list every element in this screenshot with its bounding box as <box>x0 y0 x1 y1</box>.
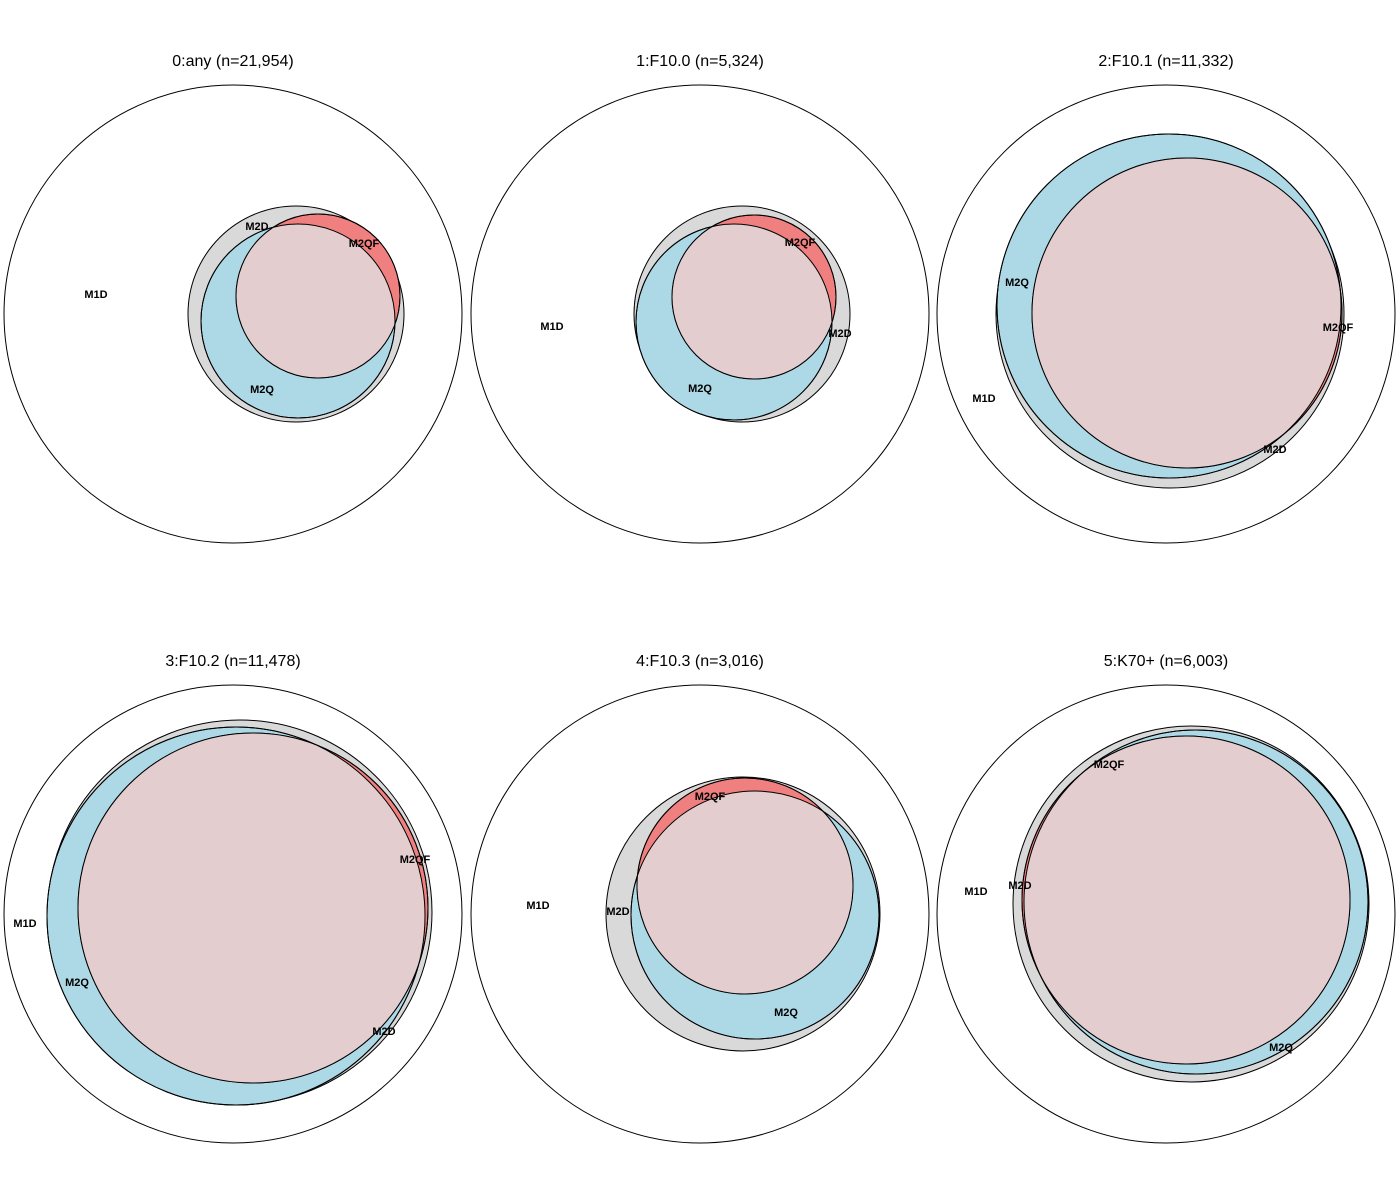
overlap-region <box>78 733 425 1083</box>
m2d-label: M2D <box>1263 444 1286 456</box>
m2q-label: M2Q <box>65 977 89 989</box>
m2d-label: M2D <box>372 1026 395 1038</box>
m1d-label: M1D <box>964 886 987 898</box>
m2q-label: M2Q <box>1005 277 1029 289</box>
panel-1: 1:F10.0 (n=5,324) M1D M2D M2Q M2QF <box>470 53 930 544</box>
overlap-region <box>637 791 853 994</box>
panel-title: 0:any (n=21,954) <box>172 53 293 70</box>
panel-3: 3:F10.2 (n=11,478) M1D M2D M2Q M2QF <box>3 653 463 1144</box>
m2d-label: M2D <box>1008 880 1031 892</box>
m1d-label: M1D <box>972 393 995 405</box>
m2qf-label: M2QF <box>1323 322 1354 334</box>
panel-title: 3:F10.2 (n=11,478) <box>165 653 300 670</box>
m1d-label: M1D <box>526 900 549 912</box>
m2d-label: M2D <box>606 906 629 918</box>
panel-0: 0:any (n=21,954) M1D M2D M2Q M2QF <box>3 53 463 544</box>
panel-4: 4:F10.3 (n=3,016) M1D M2D M2Q M2QF <box>470 653 930 1144</box>
m2qf-label: M2QF <box>349 238 380 250</box>
m2q-label: M2Q <box>1269 1042 1293 1054</box>
m2qf-label: M2QF <box>695 791 726 803</box>
m1d-label: M1D <box>540 321 563 333</box>
panel-5: 5:K70+ (n=6,003) M1D M2D M2Q M2QF <box>936 653 1396 1144</box>
panel-title: 2:F10.1 (n=11,332) <box>1098 53 1233 70</box>
m2qf-label: M2QF <box>400 854 431 866</box>
panel-title: 4:F10.3 (n=3,016) <box>636 653 764 670</box>
m2qf-label: M2QF <box>785 237 816 249</box>
panel-2: 2:F10.1 (n=11,332) M1D M2D M2Q M2QF <box>936 53 1396 544</box>
m2q-label: M2Q <box>688 383 712 395</box>
overlap-region <box>1032 158 1341 468</box>
overlap-region <box>1024 736 1350 1064</box>
m2q-label: M2Q <box>250 384 274 396</box>
m2d-label: M2D <box>245 221 268 233</box>
m1d-label: M1D <box>13 918 36 930</box>
m2d-label: M2D <box>828 328 851 340</box>
panel-title: 5:K70+ (n=6,003) <box>1104 653 1229 670</box>
m1d-label: M1D <box>84 289 107 301</box>
m2qf-label: M2QF <box>1094 759 1125 771</box>
m2q-label: M2Q <box>774 1007 798 1019</box>
overlap-region <box>672 224 832 379</box>
overlap-region <box>236 224 395 378</box>
panel-title: 1:F10.0 (n=5,324) <box>636 53 764 70</box>
